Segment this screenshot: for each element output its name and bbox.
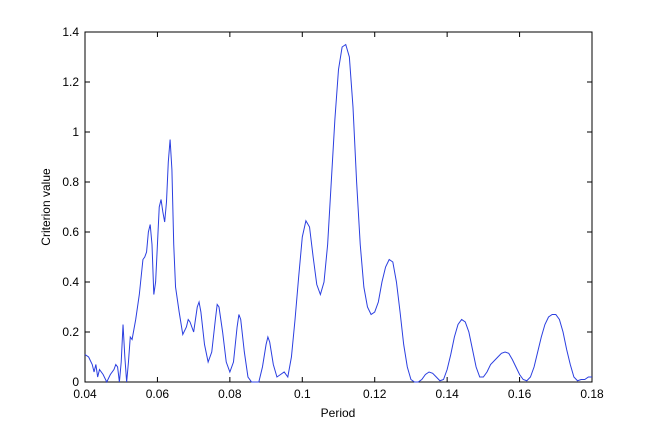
x-tick-label: 0.06 bbox=[146, 387, 170, 401]
y-tick-label: 1.2 bbox=[62, 75, 79, 89]
y-tick-label: 0 bbox=[72, 375, 79, 389]
x-tick-label: 0.18 bbox=[580, 387, 604, 401]
y-tick-label: 0.6 bbox=[62, 225, 79, 239]
x-tick-label: 0.04 bbox=[73, 387, 97, 401]
y-axis-label: Criterion value bbox=[39, 168, 53, 246]
x-tick-label: 0.12 bbox=[363, 387, 387, 401]
x-tick-label: 0.16 bbox=[508, 387, 532, 401]
data-line bbox=[84, 43, 592, 384]
x-tick-label: 0.1 bbox=[294, 387, 311, 401]
y-tick-label: 0.8 bbox=[62, 175, 79, 189]
plot-box bbox=[84, 31, 593, 383]
y-tick-label: 0.4 bbox=[62, 275, 79, 289]
y-tick-label: 1 bbox=[72, 125, 79, 139]
y-tick-label: 0.2 bbox=[62, 325, 79, 339]
y-tick-label: 1.4 bbox=[62, 25, 79, 39]
x-axis-label: Period bbox=[321, 406, 356, 420]
x-tick-label: 0.14 bbox=[435, 387, 459, 401]
x-tick-label: 0.08 bbox=[218, 387, 242, 401]
